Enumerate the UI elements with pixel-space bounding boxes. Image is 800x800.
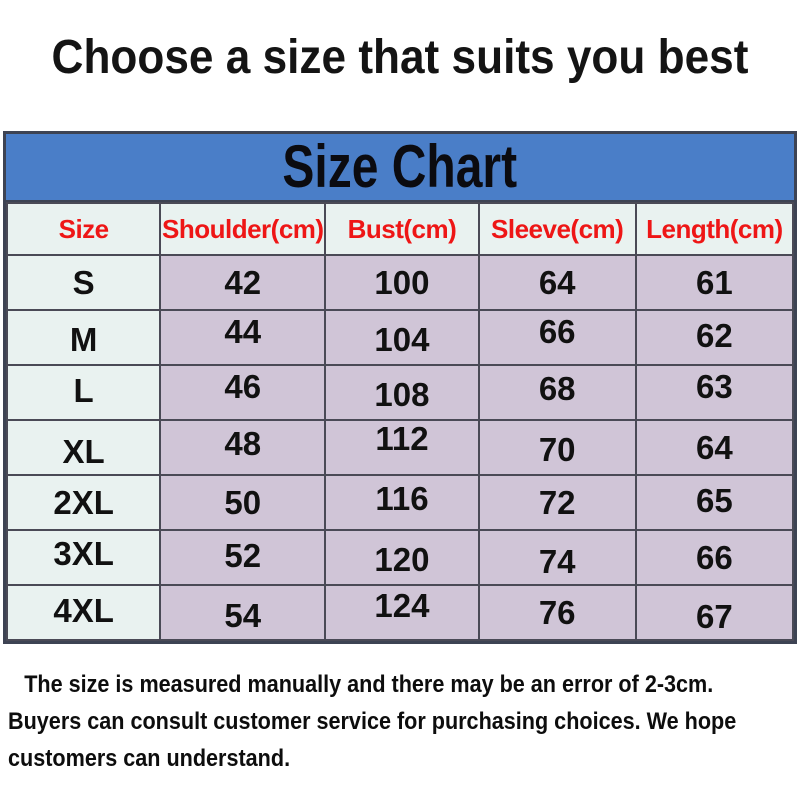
value-cell: 62 (634, 309, 795, 367)
column-header-cell: Sleeve(cm) (477, 202, 637, 257)
value-cell: 108 (324, 364, 480, 422)
value-cell: 120 (324, 529, 480, 587)
value-cell: 44 (159, 309, 327, 367)
value-cell: 68 (477, 364, 637, 422)
size-row: M 44 104 66 62 (5, 309, 795, 367)
size-label-cell: XL (5, 419, 162, 477)
value-cell: 61 (634, 254, 795, 312)
page-title: Choose a size that suits you best (51, 31, 749, 84)
value-cell: 116 (324, 474, 480, 532)
column-header-cell: Shoulder(cm) (159, 202, 327, 257)
size-table-body: S 42 100 64 61 M 44 104 66 62 L 46 108 68 63 XL 48 112 70 6… (5, 254, 795, 642)
value-cell: 70 (477, 419, 637, 477)
note-text: The size is measured manually and there … (8, 666, 737, 777)
value-cell: 42 (159, 254, 327, 312)
value-cell: 63 (634, 364, 795, 422)
note-line: Buyers can consult customer service for … (8, 708, 737, 736)
size-row: 2XL 50 116 72 65 (5, 474, 795, 532)
note-line: customers can understand. (8, 745, 291, 773)
column-header-cell: Bust(cm) (324, 202, 480, 257)
value-cell: 66 (634, 529, 795, 587)
size-row: L 46 108 68 63 (5, 364, 795, 422)
value-cell: 72 (477, 474, 637, 532)
value-cell: 112 (324, 419, 480, 477)
value-cell: 104 (324, 309, 480, 367)
value-cell: 46 (159, 364, 327, 422)
value-cell: 124 (324, 584, 480, 642)
value-cell: 54 (159, 584, 327, 642)
size-table: Size Shoulder(cm) Bust(cm) Sleeve(cm) Length… (5, 202, 795, 642)
value-cell: 52 (159, 529, 327, 587)
value-cell: 100 (324, 254, 480, 312)
value-cell: 65 (634, 474, 795, 532)
size-row: 4XL 54 124 76 67 (5, 584, 795, 642)
value-cell: 50 (159, 474, 327, 532)
size-chart-title: Size Chart (282, 133, 518, 201)
size-label-cell: S (5, 254, 162, 312)
column-header-cell: Size (5, 202, 162, 257)
size-label-cell: 2XL (5, 474, 162, 532)
value-cell: 48 (159, 419, 327, 477)
size-chart-panel: Size Chart Size Shoulder(cm) Bust(cm) Sleev… (3, 131, 797, 645)
value-cell: 74 (477, 529, 637, 587)
column-header-cell: Length(cm) (634, 202, 795, 257)
size-label-cell: L (5, 364, 162, 422)
size-label-cell: 3XL (5, 529, 162, 587)
size-chart-header: Size Chart (6, 133, 794, 203)
note-line: The size is measured manually and there … (24, 671, 714, 699)
column-header-row: Size Shoulder(cm) Bust(cm) Sleeve(cm) Length… (5, 202, 795, 257)
value-cell: 64 (634, 419, 795, 477)
size-row: XL 48 112 70 64 (5, 419, 795, 477)
size-label-cell: M (5, 309, 162, 367)
value-cell: 66 (477, 309, 637, 367)
value-cell: 64 (477, 254, 637, 312)
size-row: S 42 100 64 61 (5, 254, 795, 312)
size-label-cell: 4XL (5, 584, 162, 642)
value-cell: 76 (477, 584, 637, 642)
value-cell: 67 (634, 584, 795, 642)
size-row: 3XL 52 120 74 66 (5, 529, 795, 587)
